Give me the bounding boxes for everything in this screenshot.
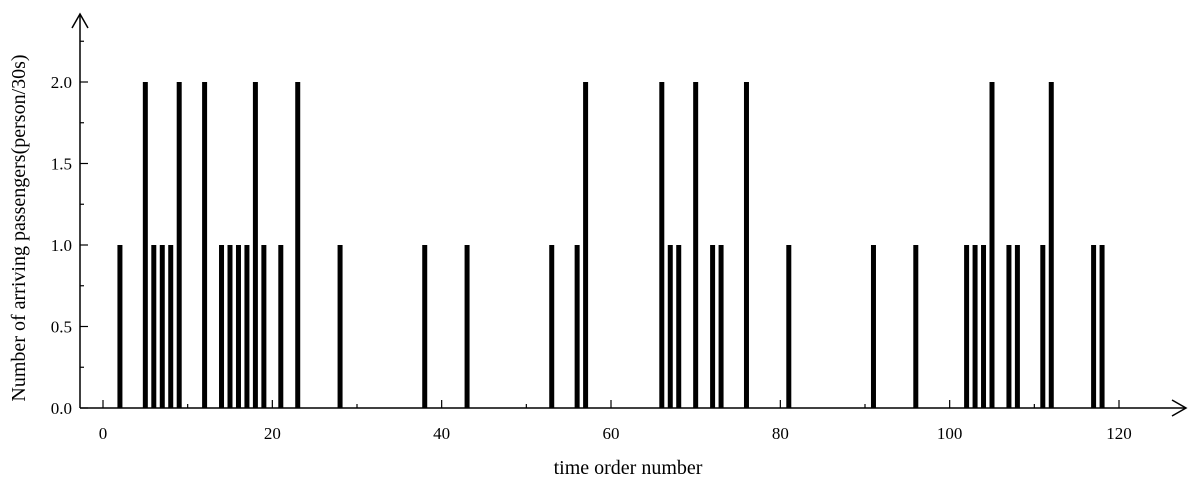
bar: [574, 245, 580, 408]
bar: [549, 245, 555, 408]
axes-layer: [71, 12, 1188, 417]
bar: [667, 245, 673, 408]
bar: [710, 245, 716, 408]
bar: [219, 245, 225, 408]
bar: [870, 245, 876, 408]
bar: [743, 82, 749, 408]
bar: [202, 82, 208, 408]
x-tick-label: 20: [264, 424, 281, 443]
bar: [1048, 82, 1054, 408]
x-axis-arrowhead: [1171, 399, 1188, 417]
bar: [676, 245, 682, 408]
y-tick-label: 1.5: [51, 155, 72, 174]
y-axis-arrowhead: [71, 12, 89, 29]
bar: [693, 82, 699, 408]
bar: [659, 82, 665, 408]
x-tick-label: 80: [772, 424, 789, 443]
x-tick-label: 120: [1106, 424, 1132, 443]
x-tick-label: 0: [99, 424, 108, 443]
y-tick-label: 2.0: [51, 73, 72, 92]
bar: [168, 245, 174, 408]
bar: [464, 245, 470, 408]
y-tick-label: 0.0: [51, 399, 72, 418]
bar: [117, 245, 123, 408]
bar: [151, 245, 157, 408]
bar: [142, 82, 148, 408]
bar: [235, 245, 241, 408]
bar: [1099, 245, 1105, 408]
bar: [252, 82, 258, 408]
x-tick-label: 40: [433, 424, 450, 443]
bar: [981, 245, 987, 408]
bar: [261, 245, 267, 408]
x-tick-label: 60: [603, 424, 620, 443]
x-tick-label: 100: [937, 424, 963, 443]
bar: [337, 245, 343, 408]
bar: [718, 245, 724, 408]
bar: [964, 245, 970, 408]
bar: [786, 245, 792, 408]
bar: [1091, 245, 1097, 408]
x-axis-title: time order number: [554, 457, 703, 479]
bar: [176, 82, 182, 408]
bar: [422, 245, 428, 408]
ticks-layer: 0 20 40 60 80 100 120 0.0 0.5 1.0 1.5 2.0: [51, 40, 1132, 443]
bar: [244, 245, 250, 408]
bar: [972, 245, 978, 408]
bar: [159, 245, 165, 408]
bar: [227, 245, 233, 408]
bar: [278, 245, 284, 408]
y-tick-label: 1.0: [51, 236, 72, 255]
bar: [295, 82, 301, 408]
bar: [913, 245, 919, 408]
y-tick-label: 0.5: [51, 318, 72, 337]
bar: [1014, 245, 1020, 408]
bar: [1006, 245, 1012, 408]
bar: [583, 82, 589, 408]
bar: [1040, 245, 1046, 408]
bars-layer: [117, 82, 1105, 408]
bar: [989, 82, 995, 408]
y-axis-title: Number of arriving passengers(person/30s…: [8, 54, 30, 401]
